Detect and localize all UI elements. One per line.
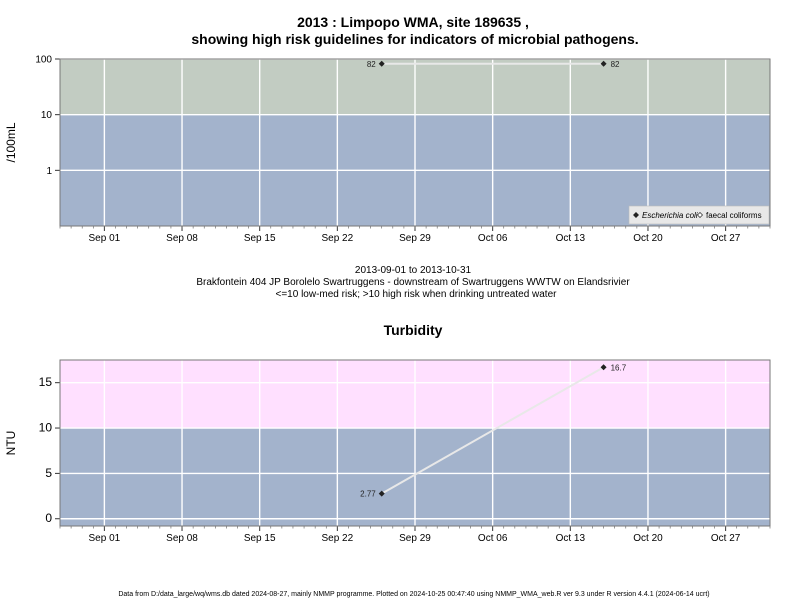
chart1-x-tick-label: Oct 20 [633, 233, 663, 244]
chart2-x-tick-label: Oct 06 [478, 533, 508, 544]
chart1-x-tick-label: Oct 13 [556, 233, 586, 244]
chart2-data-point [378, 490, 385, 497]
caption-site-description: Brakfontein 404 JP Borolelo Swartruggens… [196, 277, 630, 288]
chart1-frame [59, 58, 771, 227]
chart1-legend-label: faecal coliforms [706, 211, 762, 220]
chart2-x-tick-label: Sep 29 [399, 533, 431, 544]
chart2-frame [59, 359, 771, 527]
chart2-data-point [600, 364, 607, 371]
chart2-x-tick-label: Oct 13 [556, 533, 586, 544]
chart2-x-tick-label: Oct 27 [711, 533, 741, 544]
chart1-legend-marker [633, 212, 639, 218]
chart1-plot: Sep 01 Sep 08 Sep 15 Sep 22 Sep 29 Oct 06 Oct … [4, 55, 771, 244]
chart1-x-tick-label: Oct 06 [478, 233, 508, 244]
chart2-data-label: 2.77 [360, 490, 376, 499]
chart1-legend: Escherichia coli faecal coliforms [628, 205, 770, 225]
caption-date-range: 2013-09-01 to 2013-10-31 [355, 265, 472, 276]
chart1-data-point [378, 60, 385, 67]
chart1-y-tick-label: 1 [46, 166, 52, 177]
chart1-title: 2013 : Limpopo WMA, site 189635 , [297, 14, 529, 30]
chart2-x-tick-label: Sep 01 [89, 533, 121, 544]
chart1-y-axis-label: /100mL [4, 122, 18, 162]
chart2-x-tick-label: Sep 22 [321, 533, 353, 544]
chart2-y-axis-label: NTU [4, 431, 18, 456]
chart1-x-tick-label: Sep 08 [166, 233, 198, 244]
chart1-x-tick-label: Sep 22 [321, 233, 353, 244]
chart1-y-tick-label: 100 [35, 55, 52, 66]
chart1-x-tick-label: Sep 01 [89, 233, 121, 244]
chart2-data-label: 16.7 [611, 363, 627, 372]
chart2-x-tick-label: Sep 15 [244, 533, 276, 544]
chart2-y-tick-label: 10 [39, 421, 53, 435]
chart1-data-label: 82 [367, 60, 376, 69]
chart1-legend-label: Escherichia coli [642, 211, 698, 220]
chart2-title: Turbidity [384, 322, 443, 338]
chart2-y-tick-label: 5 [45, 466, 52, 480]
chart2-plot: Sep 01 Sep 08 Sep 15 Sep 22 Sep 29 Oct 06 Oct … [4, 359, 771, 544]
chart2-x-tick-label: Sep 08 [166, 533, 198, 544]
chart2-series-line [381, 366, 605, 495]
chart1-y-tick-label: 10 [41, 110, 53, 121]
chart1-data-point [600, 60, 607, 67]
caption-risk-note: <=10 low-med risk; >10 high risk when dr… [276, 289, 558, 300]
chart2-y-tick-label: 15 [39, 375, 53, 389]
chart1-subtitle: showing high risk guidelines for indicat… [191, 31, 638, 47]
chart1-x-tick-label: Oct 27 [711, 233, 741, 244]
chart1-x-tick-label: Sep 29 [399, 233, 431, 244]
chart1-data-label: 82 [611, 60, 620, 69]
chart1-x-tick-label: Sep 15 [244, 233, 276, 244]
footer-note: Data from D:/data_large/wq/wms.db dated … [118, 591, 709, 598]
chart2-x-tick-label: Oct 20 [633, 533, 663, 544]
chart1-legend-marker [697, 212, 703, 218]
chart2-y-tick-label: 0 [45, 511, 52, 525]
